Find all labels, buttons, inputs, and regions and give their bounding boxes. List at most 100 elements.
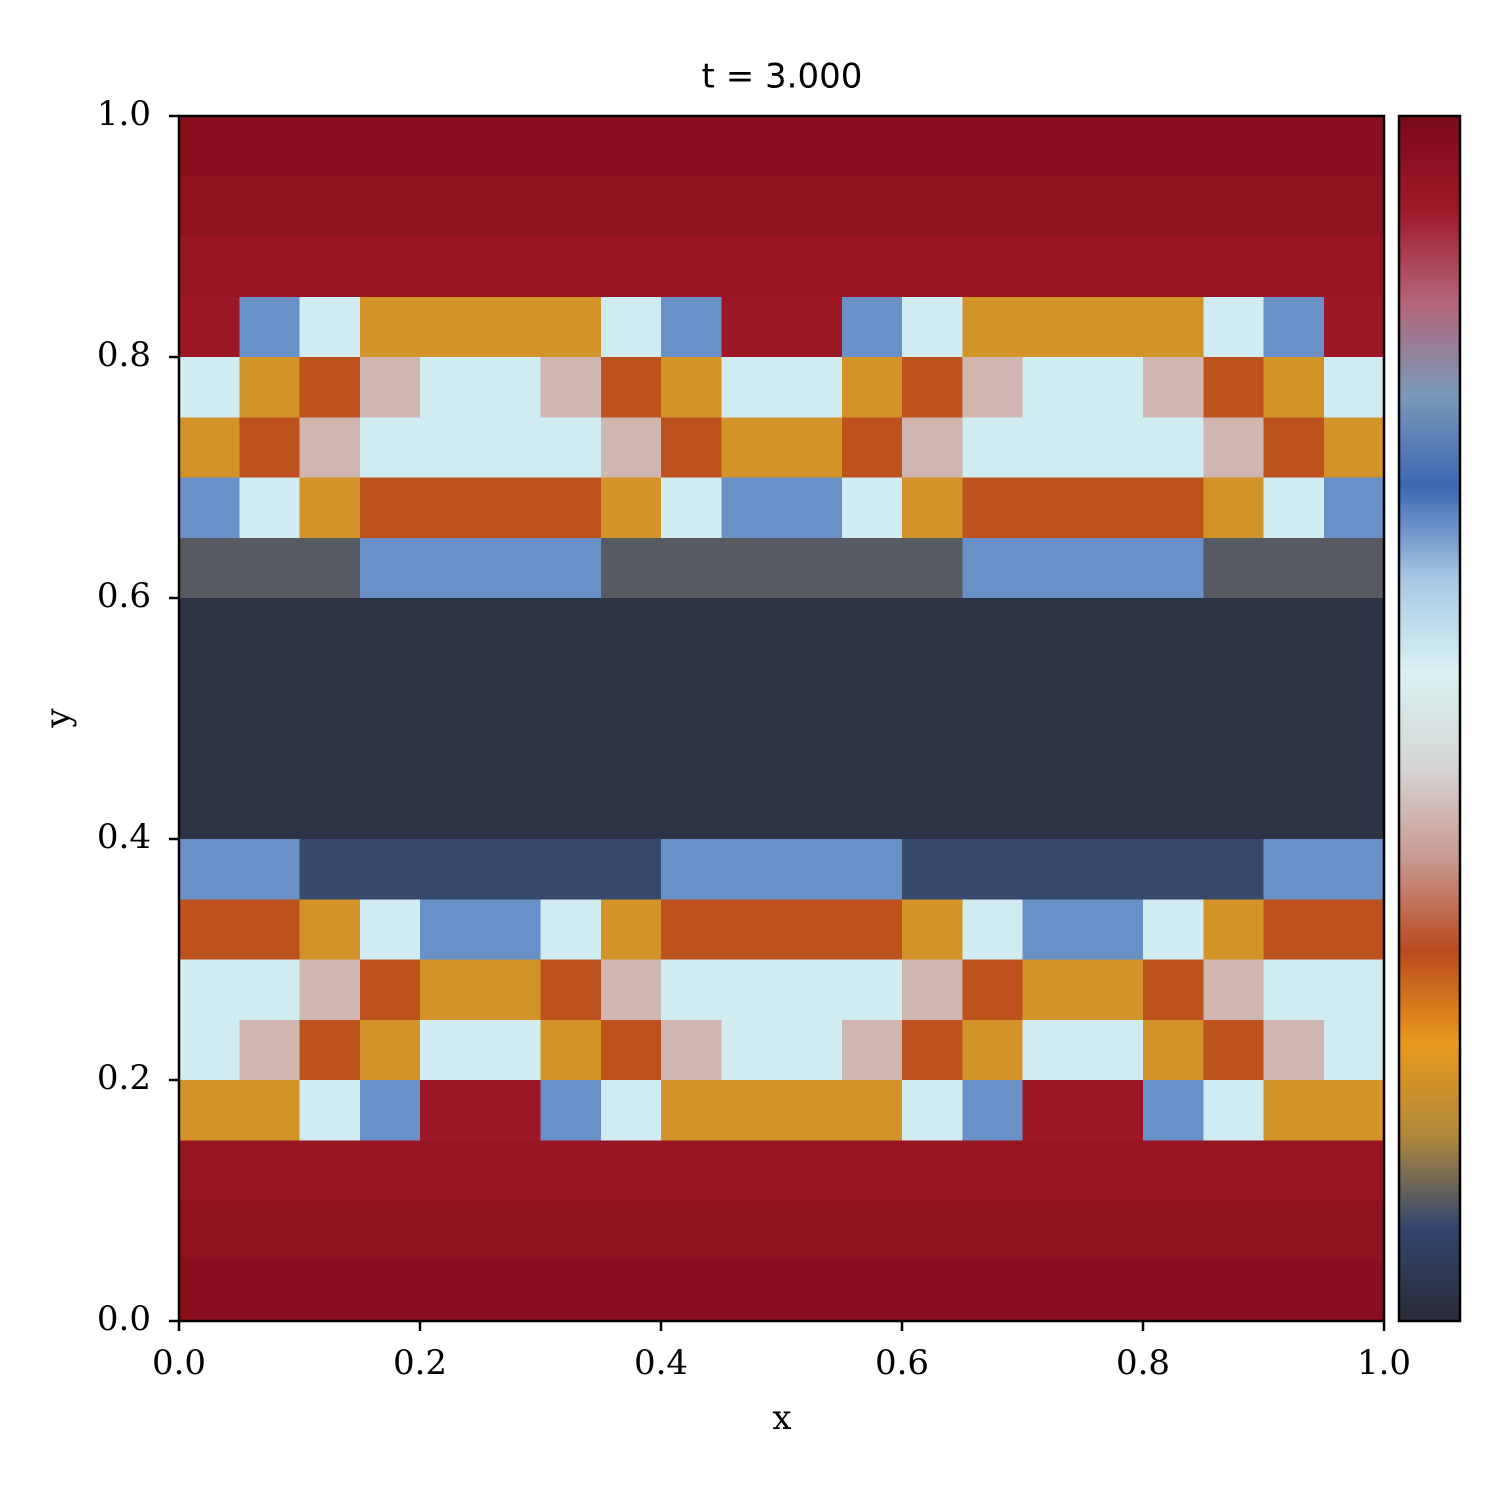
cell [480,778,542,840]
cell [299,658,361,720]
cell [299,718,361,780]
cell [841,417,903,479]
cell [962,477,1024,539]
cell [600,778,662,840]
cell [1022,1019,1084,1081]
y-tick-label: 0.6 [97,576,151,616]
cell [841,296,903,358]
cell [781,1260,843,1322]
cell [1263,658,1325,720]
cell [1082,899,1144,961]
cell [721,778,783,840]
cell [902,417,963,479]
cell [420,116,481,177]
cell [1263,537,1325,599]
cell [721,1200,783,1262]
cell [480,1140,542,1202]
cell [1203,658,1265,720]
cell [420,1019,481,1081]
cell [540,598,602,659]
cell [781,417,843,479]
cell [781,1200,843,1262]
cell [179,477,240,539]
cell [600,899,662,961]
cell [480,658,542,720]
cell [600,658,662,720]
cell [1323,839,1385,900]
cell [962,296,1024,358]
cell [1323,1200,1385,1262]
cell [420,598,481,659]
cell [600,116,662,177]
cell [480,417,542,479]
cell [540,1019,602,1081]
x-tick-label: 0.2 [393,1343,447,1383]
cell [540,658,602,720]
cell [600,296,662,358]
cell [480,236,542,298]
cell [299,778,361,840]
cell [239,477,301,539]
cell [1022,899,1084,961]
cell [1323,176,1385,238]
cell [1082,1080,1144,1141]
cell [540,116,602,177]
cell [781,839,843,900]
cell [359,959,421,1021]
cell [359,477,421,539]
cell [902,1140,963,1202]
cell [540,477,602,539]
cell [359,899,421,961]
cell [420,537,481,599]
cell [600,1019,662,1081]
cell [1263,1080,1325,1141]
cell [1082,417,1144,479]
cell [902,296,963,358]
cell [902,658,963,720]
cell [179,1080,240,1141]
y-tick-label: 0.4 [97,817,151,857]
cell [1082,1200,1144,1262]
cell [962,1260,1024,1322]
cell [179,1260,240,1322]
cell [239,1080,301,1141]
cell [962,658,1024,720]
cell [841,236,903,298]
cell [239,357,301,418]
cell [841,1140,903,1202]
cell [721,296,783,358]
cell [661,839,722,900]
cell [1022,959,1084,1021]
cell [661,417,722,479]
cell [1203,1019,1265,1081]
cell [1082,1140,1144,1202]
cell [299,598,361,659]
cell [962,357,1024,418]
cell [1203,116,1265,177]
cell [661,1080,722,1141]
cell [1263,839,1325,900]
cell [1323,116,1385,177]
cell [1143,1019,1204,1081]
cell [1323,357,1385,418]
cell [1263,1200,1325,1262]
cell [359,357,421,418]
cell [239,718,301,780]
cell [721,658,783,720]
cell [299,1140,361,1202]
cell [781,658,843,720]
cell [1143,116,1204,177]
cell [962,899,1024,961]
y-axis-label: y [38,708,78,729]
cell [1203,959,1265,1021]
cell [661,477,722,539]
cell [600,839,662,900]
cell [600,236,662,298]
cell [420,1260,481,1322]
cell [1143,357,1204,418]
cell [1263,959,1325,1021]
cell [1203,417,1265,479]
cell [902,236,963,298]
cell [1143,1260,1204,1322]
x-axis-label: x [772,1398,791,1438]
